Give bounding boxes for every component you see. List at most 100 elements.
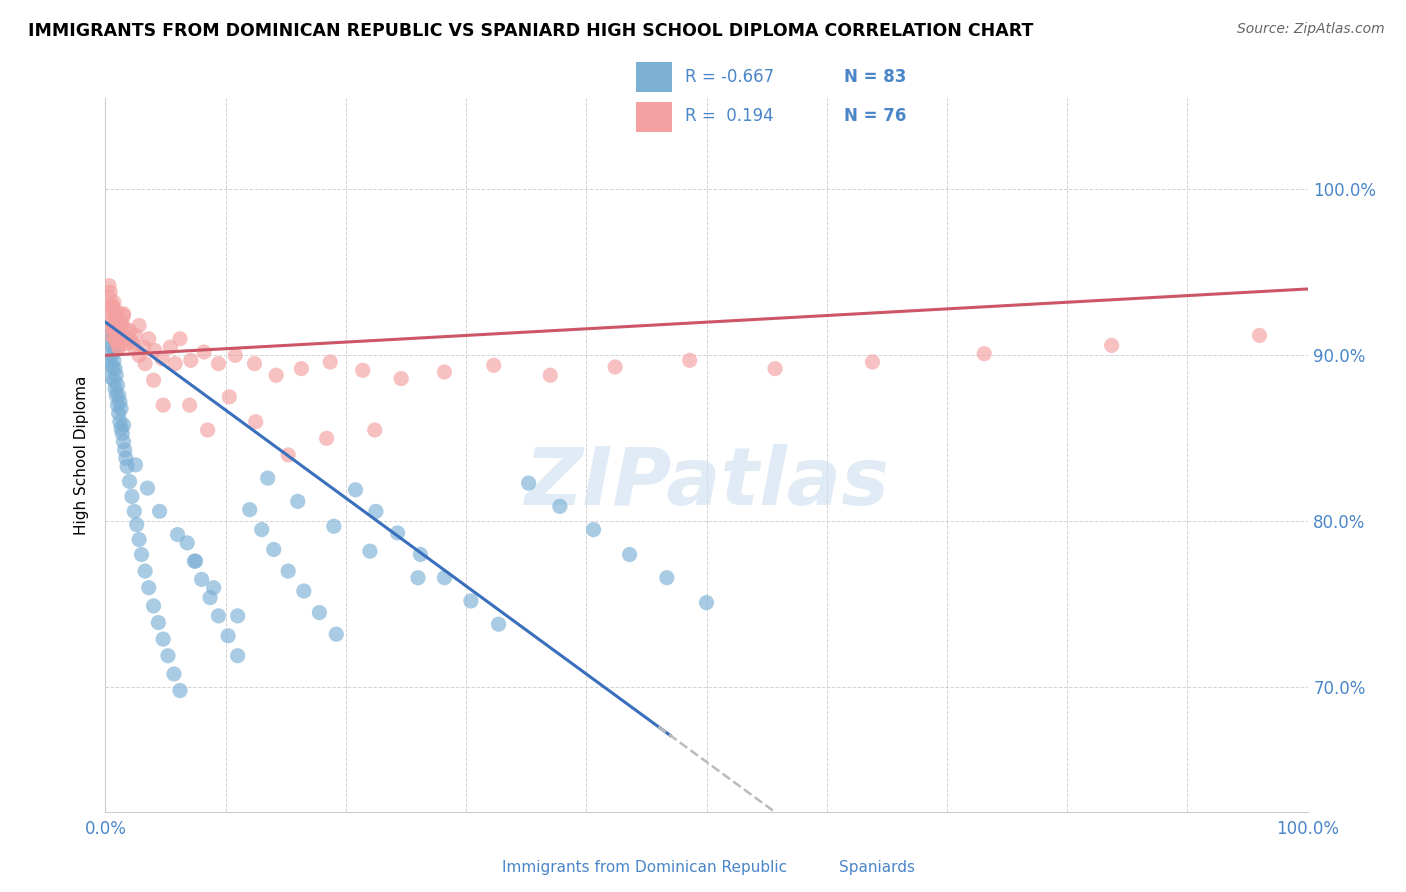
Point <box>98 285 121 300</box>
Point <box>364 504 387 518</box>
Point <box>103 295 125 310</box>
Point <box>180 353 202 368</box>
Point <box>100 301 122 316</box>
Point <box>104 343 127 358</box>
Point <box>142 599 165 613</box>
Point <box>165 357 187 371</box>
Point <box>100 348 122 362</box>
Point <box>150 351 173 366</box>
Point <box>105 334 128 349</box>
Point <box>98 290 121 304</box>
Point <box>110 421 132 435</box>
Point <box>226 648 249 663</box>
Point <box>198 591 221 605</box>
Point <box>159 340 181 354</box>
Point <box>114 328 136 343</box>
Point <box>319 355 342 369</box>
Point <box>217 629 239 643</box>
Point <box>124 504 146 518</box>
Point <box>409 548 432 562</box>
Point <box>100 299 122 313</box>
Point <box>277 564 299 578</box>
Point <box>696 596 718 610</box>
Point <box>124 458 146 472</box>
Point <box>1249 328 1271 343</box>
Point <box>112 418 135 433</box>
Point <box>148 615 170 630</box>
Point <box>202 581 225 595</box>
Point <box>138 332 160 346</box>
Point <box>108 394 131 409</box>
Point <box>98 370 121 384</box>
Point <box>112 434 135 449</box>
Point <box>973 347 995 361</box>
Point <box>105 332 128 346</box>
Point <box>104 323 127 337</box>
Point <box>156 648 179 663</box>
Point <box>107 398 129 412</box>
Text: Source: ZipAtlas.com: Source: ZipAtlas.com <box>1237 22 1385 37</box>
Text: R =  0.194: R = 0.194 <box>685 107 773 125</box>
Point <box>152 632 174 647</box>
Point <box>128 348 150 362</box>
Point <box>344 483 367 497</box>
Point <box>387 525 409 540</box>
Point <box>112 307 135 321</box>
Point <box>538 368 561 383</box>
Point <box>364 423 387 437</box>
Point <box>263 542 285 557</box>
Point <box>136 481 159 495</box>
Point <box>218 390 240 404</box>
Point <box>152 398 174 412</box>
Point <box>488 617 510 632</box>
Point <box>112 309 135 323</box>
Point <box>142 373 165 387</box>
Point <box>389 371 412 385</box>
Point <box>134 564 156 578</box>
Point <box>277 448 299 462</box>
Point <box>134 357 156 371</box>
Point <box>179 398 201 412</box>
Point <box>287 494 309 508</box>
Point <box>184 554 207 568</box>
Point <box>103 332 125 346</box>
Y-axis label: High School Diploma: High School Diploma <box>75 376 90 534</box>
Point <box>107 406 129 420</box>
Point <box>548 500 571 514</box>
Point <box>226 608 249 623</box>
Point <box>128 318 150 333</box>
Point <box>103 373 125 387</box>
Text: N = 76: N = 76 <box>844 107 905 125</box>
Point <box>1101 338 1123 352</box>
Point <box>169 332 191 346</box>
Point <box>118 475 141 489</box>
Point <box>224 348 246 362</box>
Point <box>176 536 198 550</box>
Point <box>107 325 129 339</box>
Point <box>104 361 127 376</box>
Point <box>131 548 153 562</box>
Point <box>110 315 132 329</box>
Point <box>115 451 138 466</box>
Point <box>97 322 120 336</box>
Point <box>100 328 122 343</box>
Point <box>860 355 883 369</box>
Text: N = 83: N = 83 <box>844 68 905 86</box>
Point <box>406 571 429 585</box>
Point <box>98 334 121 349</box>
Point <box>482 359 505 373</box>
Point <box>359 544 381 558</box>
Point <box>101 340 124 354</box>
Point <box>101 359 124 374</box>
Point <box>207 608 229 623</box>
Point <box>239 502 262 516</box>
Point <box>207 357 229 371</box>
Point <box>111 426 134 441</box>
Point <box>98 315 121 329</box>
Point <box>125 517 148 532</box>
Point <box>107 378 129 392</box>
Point <box>107 340 129 354</box>
Point <box>655 571 678 585</box>
Point <box>619 548 641 562</box>
Point <box>124 328 146 343</box>
